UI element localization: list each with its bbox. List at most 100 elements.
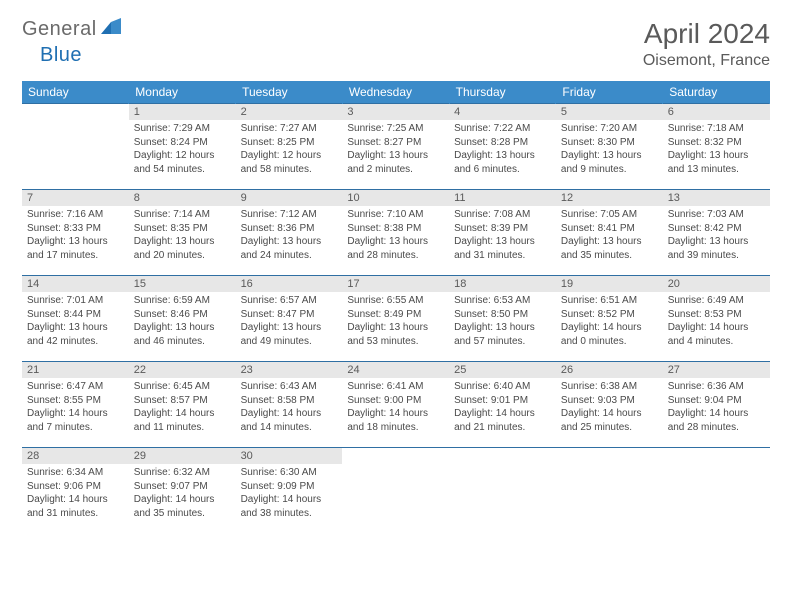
sunset-text: Sunset: 8:32 PM [668, 136, 765, 150]
sunrise-text: Sunrise: 6:59 AM [134, 294, 231, 308]
sunrise-text: Sunrise: 7:08 AM [454, 208, 551, 222]
calendar-day-cell: . [342, 448, 449, 534]
calendar-day-cell: . [22, 104, 129, 190]
calendar-day-cell: 19Sunrise: 6:51 AMSunset: 8:52 PMDayligh… [556, 276, 663, 362]
sunset-text: Sunset: 8:24 PM [134, 136, 231, 150]
day-details: Sunrise: 6:43 AMSunset: 8:58 PMDaylight:… [236, 378, 343, 438]
day-details: Sunrise: 7:01 AMSunset: 8:44 PMDaylight:… [22, 292, 129, 352]
sunset-text: Sunset: 8:57 PM [134, 394, 231, 408]
sunrise-text: Sunrise: 6:36 AM [668, 380, 765, 394]
sunset-text: Sunset: 8:46 PM [134, 308, 231, 322]
sunset-text: Sunset: 8:27 PM [347, 136, 444, 150]
day-details: Sunrise: 7:14 AMSunset: 8:35 PMDaylight:… [129, 206, 236, 266]
calendar-day-cell: 13Sunrise: 7:03 AMSunset: 8:42 PMDayligh… [663, 190, 770, 276]
sunset-text: Sunset: 9:03 PM [561, 394, 658, 408]
day-details: Sunrise: 6:38 AMSunset: 9:03 PMDaylight:… [556, 378, 663, 438]
sunrise-text: Sunrise: 7:18 AM [668, 122, 765, 136]
weekday-header: Wednesday [342, 81, 449, 104]
calendar-day-cell: 28 Sunrise: 6:34 AMSunset: 9:06 PMDayligh… [22, 448, 129, 534]
calendar-day-cell: 2Sunrise: 7:27 AMSunset: 8:25 PMDaylight… [236, 104, 343, 190]
sunrise-text: Sunrise: 7:22 AM [454, 122, 551, 136]
weekday-header: Friday [556, 81, 663, 104]
sunrise-text: Sunrise: 6:30 AM [241, 466, 338, 480]
day-number: 12 [556, 190, 663, 206]
sunset-text: Sunset: 8:30 PM [561, 136, 658, 150]
day-number: 5 [556, 104, 663, 120]
sunset-text: Sunset: 8:35 PM [134, 222, 231, 236]
day-number: 16 [236, 276, 343, 292]
daylight-text: Daylight: 14 hours and 4 minutes. [668, 321, 765, 348]
sunset-text: Sunset: 9:06 PM [27, 480, 124, 494]
daylight-text: Daylight: 13 hours and 35 minutes. [561, 235, 658, 262]
location-subtitle: Oisemont, France [643, 52, 770, 70]
calendar-day-cell: 25Sunrise: 6:40 AMSunset: 9:01 PMDayligh… [449, 362, 556, 448]
sunrise-text: Sunrise: 6:34 AM [27, 466, 124, 480]
daylight-text: Daylight: 13 hours and 49 minutes. [241, 321, 338, 348]
daylight-text: Daylight: 13 hours and 46 minutes. [134, 321, 231, 348]
daylight-text: Daylight: 14 hours and 38 minutes. [241, 493, 338, 520]
sunset-text: Sunset: 9:07 PM [134, 480, 231, 494]
daylight-text: Daylight: 13 hours and 28 minutes. [347, 235, 444, 262]
calendar-day-cell: 4Sunrise: 7:22 AMSunset: 8:28 PMDaylight… [449, 104, 556, 190]
day-number: 13 [663, 190, 770, 206]
sunset-text: Sunset: 9:01 PM [454, 394, 551, 408]
day-number: 29 [129, 448, 236, 464]
sunset-text: Sunset: 8:42 PM [668, 222, 765, 236]
day-number: 18 [449, 276, 556, 292]
sunset-text: Sunset: 8:52 PM [561, 308, 658, 322]
day-details: Sunrise: 7:10 AMSunset: 8:38 PMDaylight:… [342, 206, 449, 266]
logo-text-general: General [22, 18, 97, 41]
sunrise-text: Sunrise: 6:45 AM [134, 380, 231, 394]
weekday-header: Monday [129, 81, 236, 104]
sunrise-text: Sunrise: 6:38 AM [561, 380, 658, 394]
calendar-day-cell: 18Sunrise: 6:53 AMSunset: 8:50 PMDayligh… [449, 276, 556, 362]
sunset-text: Sunset: 8:53 PM [668, 308, 765, 322]
day-details: Sunrise: 6:30 AMSunset: 9:09 PMDaylight:… [236, 464, 343, 524]
sunrise-text: Sunrise: 7:20 AM [561, 122, 658, 136]
day-number: 7 [22, 190, 129, 206]
day-details: Sunrise: 7:03 AMSunset: 8:42 PMDaylight:… [663, 206, 770, 266]
calendar-header-row: SundayMondayTuesdayWednesdayThursdayFrid… [22, 81, 770, 104]
title-block: April 2024 Oisemont, France [643, 18, 770, 70]
sunrise-text: Sunrise: 6:40 AM [454, 380, 551, 394]
sunrise-text: Sunrise: 6:32 AM [134, 466, 231, 480]
calendar-day-cell: 21Sunrise: 6:47 AMSunset: 8:55 PMDayligh… [22, 362, 129, 448]
calendar-day-cell: 14Sunrise: 7:01 AMSunset: 8:44 PMDayligh… [22, 276, 129, 362]
day-details: Sunrise: 7:18 AMSunset: 8:32 PMDaylight:… [663, 120, 770, 180]
daylight-text: Daylight: 13 hours and 6 minutes. [454, 149, 551, 176]
sunrise-text: Sunrise: 7:01 AM [27, 294, 124, 308]
sunset-text: Sunset: 8:33 PM [27, 222, 124, 236]
day-number: 1 [129, 104, 236, 120]
daylight-text: Daylight: 14 hours and 35 minutes. [134, 493, 231, 520]
weekday-header: Saturday [663, 81, 770, 104]
day-details: Sunrise: 7:20 AMSunset: 8:30 PMDaylight:… [556, 120, 663, 180]
day-details: Sunrise: 6:41 AMSunset: 9:00 PMDaylight:… [342, 378, 449, 438]
sunrise-text: Sunrise: 6:49 AM [668, 294, 765, 308]
sunrise-text: Sunrise: 6:55 AM [347, 294, 444, 308]
sunset-text: Sunset: 8:41 PM [561, 222, 658, 236]
day-details: Sunrise: 6:55 AMSunset: 8:49 PMDaylight:… [342, 292, 449, 352]
month-title: April 2024 [643, 18, 770, 50]
sunrise-text: Sunrise: 6:53 AM [454, 294, 551, 308]
calendar-day-cell: 12Sunrise: 7:05 AMSunset: 8:41 PMDayligh… [556, 190, 663, 276]
day-details: Sunrise: 6:36 AMSunset: 9:04 PMDaylight:… [663, 378, 770, 438]
day-number: 22 [129, 362, 236, 378]
day-number: 4 [449, 104, 556, 120]
sunset-text: Sunset: 8:28 PM [454, 136, 551, 150]
sunset-text: Sunset: 9:09 PM [241, 480, 338, 494]
daylight-text: Daylight: 14 hours and 31 minutes. [27, 493, 124, 520]
daylight-text: Daylight: 13 hours and 2 minutes. [347, 149, 444, 176]
day-details: Sunrise: 6:51 AMSunset: 8:52 PMDaylight:… [556, 292, 663, 352]
weekday-header: Tuesday [236, 81, 343, 104]
day-number: 26 [556, 362, 663, 378]
day-number: 28 [22, 448, 129, 464]
calendar-table: SundayMondayTuesdayWednesdayThursdayFrid… [22, 81, 770, 534]
day-number: 20 [663, 276, 770, 292]
sunset-text: Sunset: 8:38 PM [347, 222, 444, 236]
sunrise-text: Sunrise: 7:10 AM [347, 208, 444, 222]
daylight-text: Daylight: 13 hours and 13 minutes. [668, 149, 765, 176]
day-details: Sunrise: 7:22 AMSunset: 8:28 PMDaylight:… [449, 120, 556, 180]
sunset-text: Sunset: 8:49 PM [347, 308, 444, 322]
day-details: Sunrise: 6:32 AMSunset: 9:07 PMDaylight:… [129, 464, 236, 524]
calendar-day-cell: 29Sunrise: 6:32 AMSunset: 9:07 PMDayligh… [129, 448, 236, 534]
